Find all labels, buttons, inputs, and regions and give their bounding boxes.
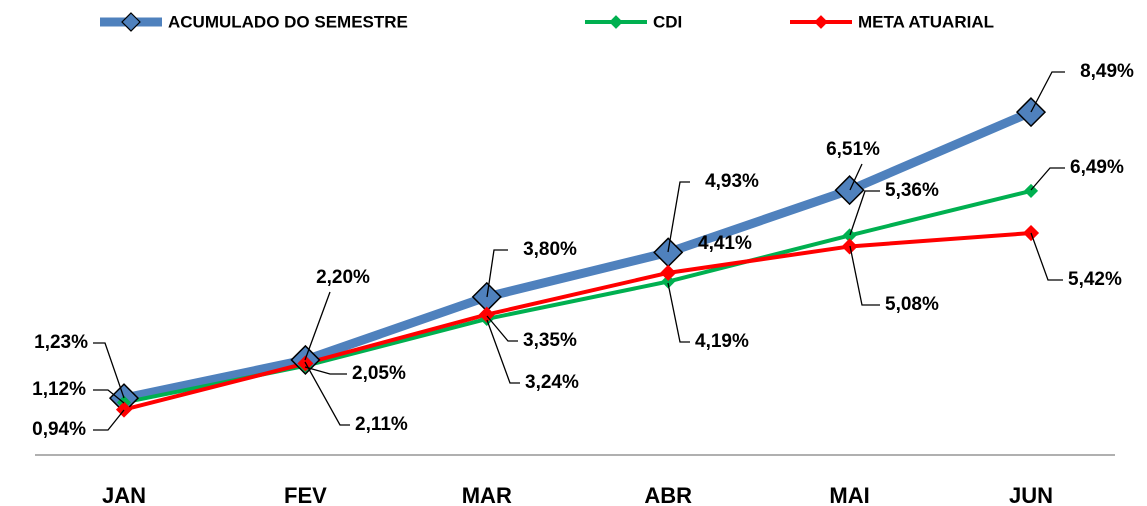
label-leader (304, 366, 347, 375)
value-label: 1,12% (32, 379, 86, 400)
label-leader (486, 249, 508, 298)
data-marker (1023, 183, 1039, 198)
value-label: 3,35% (523, 330, 577, 351)
value-label: 5,42% (1068, 269, 1122, 290)
data-marker (660, 264, 677, 281)
value-label: 3,24% (525, 372, 579, 393)
legend-marker (121, 12, 141, 32)
data-marker (653, 237, 684, 268)
data-marker (478, 306, 495, 323)
label-leader (93, 389, 125, 404)
value-label: 6,51% (826, 139, 880, 160)
label-leader (304, 291, 331, 361)
label-leader (93, 342, 125, 399)
data-marker (115, 401, 133, 418)
label-leader (667, 282, 690, 343)
value-label: 4,93% (705, 171, 759, 192)
value-label: 1,23% (34, 332, 88, 353)
legend-marker (814, 15, 828, 29)
value-label: 3,80% (523, 239, 577, 260)
data-marker (661, 274, 676, 289)
value-label: 0,94% (32, 419, 86, 440)
value-label: 4,19% (695, 331, 749, 352)
value-label: 6,49% (1070, 157, 1124, 178)
value-label: 4,41% (698, 233, 752, 254)
label-leader (1030, 71, 1065, 113)
x-tick-label: FEV (284, 483, 327, 506)
x-tick-label: MAR (462, 483, 512, 506)
series-line (123, 231, 1032, 412)
label-leader (486, 319, 520, 384)
legend-marker (609, 15, 623, 29)
label-leader (849, 163, 863, 191)
series-line (123, 107, 1033, 403)
legend-label: META ATUARIAL (858, 12, 994, 31)
value-label: 5,08% (885, 294, 939, 315)
x-tick-label: JUN (1009, 483, 1053, 506)
x-tick-label: JAN (102, 483, 146, 506)
value-label: 2,05% (352, 363, 406, 384)
data-marker (1015, 97, 1047, 128)
label-leader (849, 190, 880, 236)
x-tick-label: ABR (644, 483, 692, 506)
label-leader (667, 181, 690, 253)
data-marker (834, 175, 865, 206)
value-label: 2,20% (316, 267, 370, 288)
label-leader (93, 409, 125, 431)
legend-label: CDI (653, 12, 682, 31)
value-label: 8,49% (1080, 61, 1134, 82)
value-label: 5,36% (885, 180, 939, 201)
label-leader (1030, 232, 1063, 281)
x-tick-label: MAI (829, 483, 869, 506)
label-leader (486, 315, 518, 342)
label-leader (849, 245, 880, 306)
label-leader (304, 361, 350, 426)
value-label: 2,11% (355, 414, 408, 435)
label-leader (1030, 167, 1065, 191)
legend-label: ACUMULADO DO SEMESTRE (168, 12, 408, 31)
